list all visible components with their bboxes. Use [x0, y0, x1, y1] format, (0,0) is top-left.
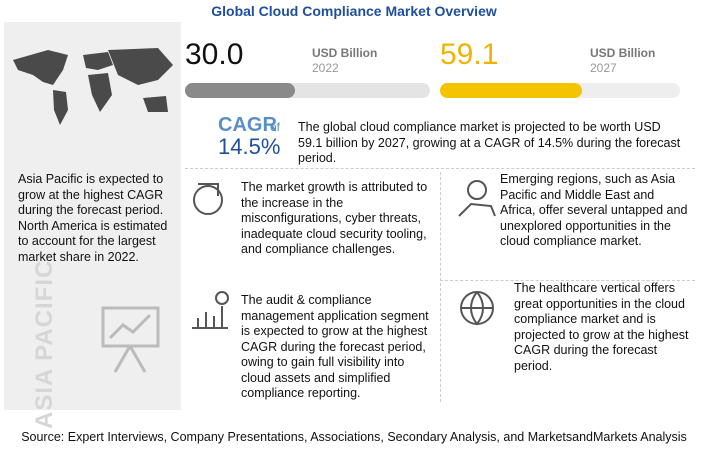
point-text: Emerging regions, such as Asia Pacific a… — [500, 172, 688, 248]
stat-bar — [440, 83, 680, 98]
point-text: The audit & compliance management applic… — [241, 293, 429, 400]
title: Global Cloud Compliance Market Overview — [211, 3, 497, 19]
stat-value: 30.0 — [185, 38, 244, 71]
icon — [193, 183, 223, 215]
stat-bar — [185, 83, 430, 98]
stat-unit: USD Billion — [312, 46, 378, 60]
point-text: The market growth is attributed to the i… — [241, 180, 428, 256]
cagr-value: 14.5% — [218, 134, 281, 159]
separator — [440, 280, 695, 281]
left-text: Asia Pacific is expected to grow at the … — [18, 172, 168, 264]
icon — [460, 291, 494, 326]
stat-year: 2022 — [312, 61, 339, 75]
stat-value: 59.1 — [440, 38, 499, 71]
region-label: ASIA PACIFIC — [31, 259, 58, 429]
cagr-of: of — [270, 120, 281, 134]
separator — [185, 168, 695, 169]
cagr-text: The global cloud compliance market is pr… — [298, 120, 681, 165]
presentation-icon — [101, 306, 160, 373]
icon — [458, 180, 496, 217]
stat-year: 2027 — [590, 61, 617, 75]
source: Source: Expert Interviews, Company Prese… — [21, 430, 687, 444]
cagr-label: CAGR — [218, 114, 277, 136]
separator — [440, 172, 441, 402]
world-map — [13, 48, 173, 125]
point-text: The healthcare vertical offers great opp… — [514, 281, 689, 373]
stat-unit: USD Billion — [590, 46, 656, 60]
icon — [192, 291, 229, 329]
